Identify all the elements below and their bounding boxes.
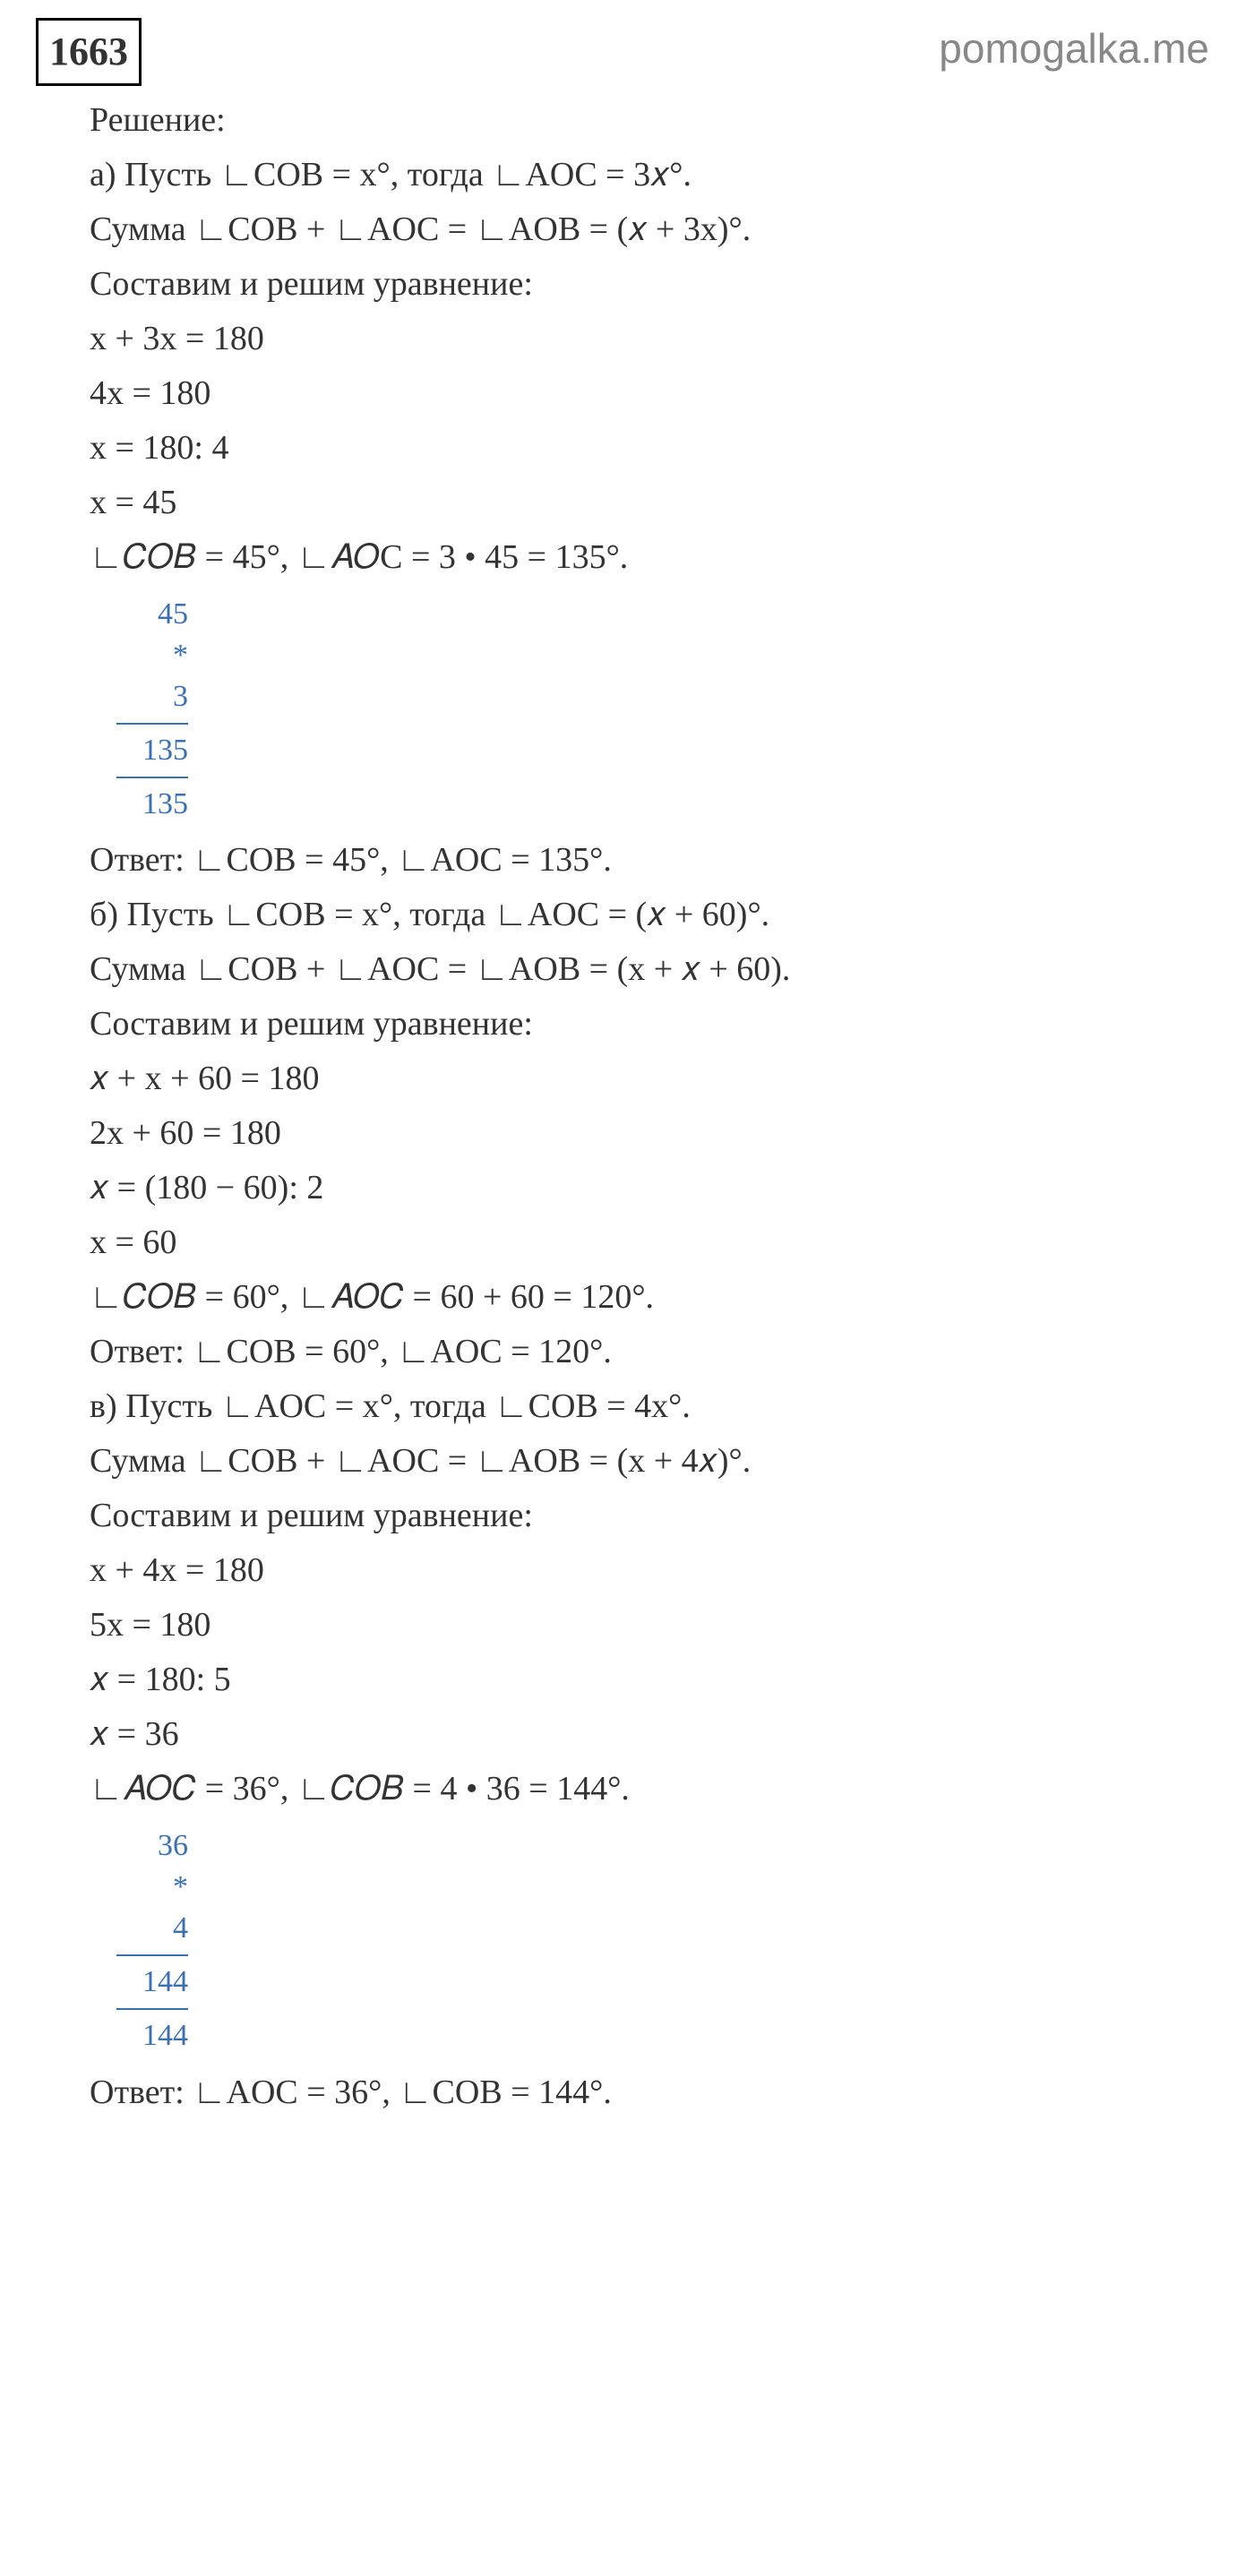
part-a-eq4: x = 45 bbox=[90, 477, 1218, 528]
solution-label: Решение: bbox=[90, 95, 1218, 146]
part-b-line3: Составим и решим уравнение: bbox=[90, 999, 1218, 1050]
part-b-line1: б) Пусть ∟COB = x°, тогда ∟AOC = (𝑥 + 60… bbox=[90, 889, 1218, 940]
part-b-eq2: 2x + 60 = 180 bbox=[90, 1108, 1218, 1159]
part-a-eq2: 4x = 180 bbox=[90, 368, 1218, 419]
calc-block-a: 45 * 3 135 135 bbox=[90, 594, 1218, 824]
calc-a-r2: 135 bbox=[116, 784, 188, 825]
calc-c-n2: 4 bbox=[116, 1908, 188, 1949]
calc-c-div1 bbox=[116, 1954, 188, 1956]
calc-block-c: 36 * 4 144 144 bbox=[90, 1825, 1218, 2056]
part-a-line1: а) Пусть ∟COB = x°, тогда ∟AOC = 3𝑥°. bbox=[90, 150, 1218, 201]
part-c-answer: Ответ: ∟AOC = 36°, ∟COB = 144°. bbox=[90, 2067, 1218, 2118]
watermark: pomogalka.me bbox=[939, 18, 1209, 80]
calc-c-n1: 36 bbox=[116, 1825, 188, 1867]
calc-a-n2: 3 bbox=[116, 676, 188, 717]
part-c-line3: Составим и решим уравнение: bbox=[90, 1490, 1218, 1541]
problem-number: 1663 bbox=[36, 18, 142, 86]
calc-a-div2 bbox=[116, 777, 188, 778]
calc-a-n1: 45 bbox=[116, 594, 188, 635]
calc-a-r1: 135 bbox=[116, 730, 188, 771]
part-b-line2: Сумма ∟COB + ∟AOC = ∟AOB = (x + 𝑥 + 60). bbox=[90, 944, 1218, 995]
part-a-result: ∟𝐶𝑂𝐵 = 45°, ∟𝐴𝑂C = 3 • 45 = 135°. bbox=[90, 532, 1218, 583]
part-c-eq2: 5x = 180 bbox=[90, 1600, 1218, 1651]
part-b-answer: Ответ: ∟COB = 60°, ∟AOC = 120°. bbox=[90, 1327, 1218, 1378]
part-b-result: ∟𝐶𝑂𝐵 = 60°, ∟𝐴𝑂𝐶 = 60 + 60 = 120°. bbox=[90, 1272, 1218, 1323]
part-a-eq3: x = 180: 4 bbox=[90, 423, 1218, 474]
part-b-eq3: 𝑥 = (180 − 60): 2 bbox=[90, 1163, 1218, 1214]
part-c-eq1: x + 4x = 180 bbox=[90, 1545, 1218, 1596]
part-c-result: ∟𝐴𝑂𝐶 = 36°, ∟𝐶𝑂𝐵 = 4 • 36 = 144°. bbox=[90, 1764, 1218, 1815]
part-a-answer: Ответ: ∟COB = 45°, ∟AOC = 135°. bbox=[90, 835, 1218, 886]
calc-a-op: * bbox=[116, 635, 188, 676]
part-c-eq3: 𝑥 = 180: 5 bbox=[90, 1654, 1218, 1705]
calc-c-op: * bbox=[116, 1867, 188, 1908]
part-c-line2: Сумма ∟COB + ∟AOC = ∟AOB = (x + 4𝑥)°. bbox=[90, 1436, 1218, 1487]
part-c-eq4: 𝑥 = 36 bbox=[90, 1709, 1218, 1760]
part-b-eq1: 𝑥 + x + 60 = 180 bbox=[90, 1053, 1218, 1104]
part-a-line2: Сумма ∟COB + ∟AOC = ∟AOB = (𝑥 + 3x)°. bbox=[90, 204, 1218, 255]
solution-content: Решение: а) Пусть ∟COB = x°, тогда ∟AOC … bbox=[36, 95, 1218, 2118]
calc-c-div2 bbox=[116, 2008, 188, 2010]
part-c-line1: в) Пусть ∟AOC = x°, тогда ∟COB = 4x°. bbox=[90, 1381, 1218, 1432]
calc-c-r1: 144 bbox=[116, 1962, 188, 2003]
part-a-eq1: x + 3x = 180 bbox=[90, 313, 1218, 365]
part-a-line3: Составим и решим уравнение: bbox=[90, 259, 1218, 310]
calc-c-r2: 144 bbox=[116, 2015, 188, 2057]
part-b-eq4: x = 60 bbox=[90, 1217, 1218, 1268]
calc-a-div1 bbox=[116, 723, 188, 725]
